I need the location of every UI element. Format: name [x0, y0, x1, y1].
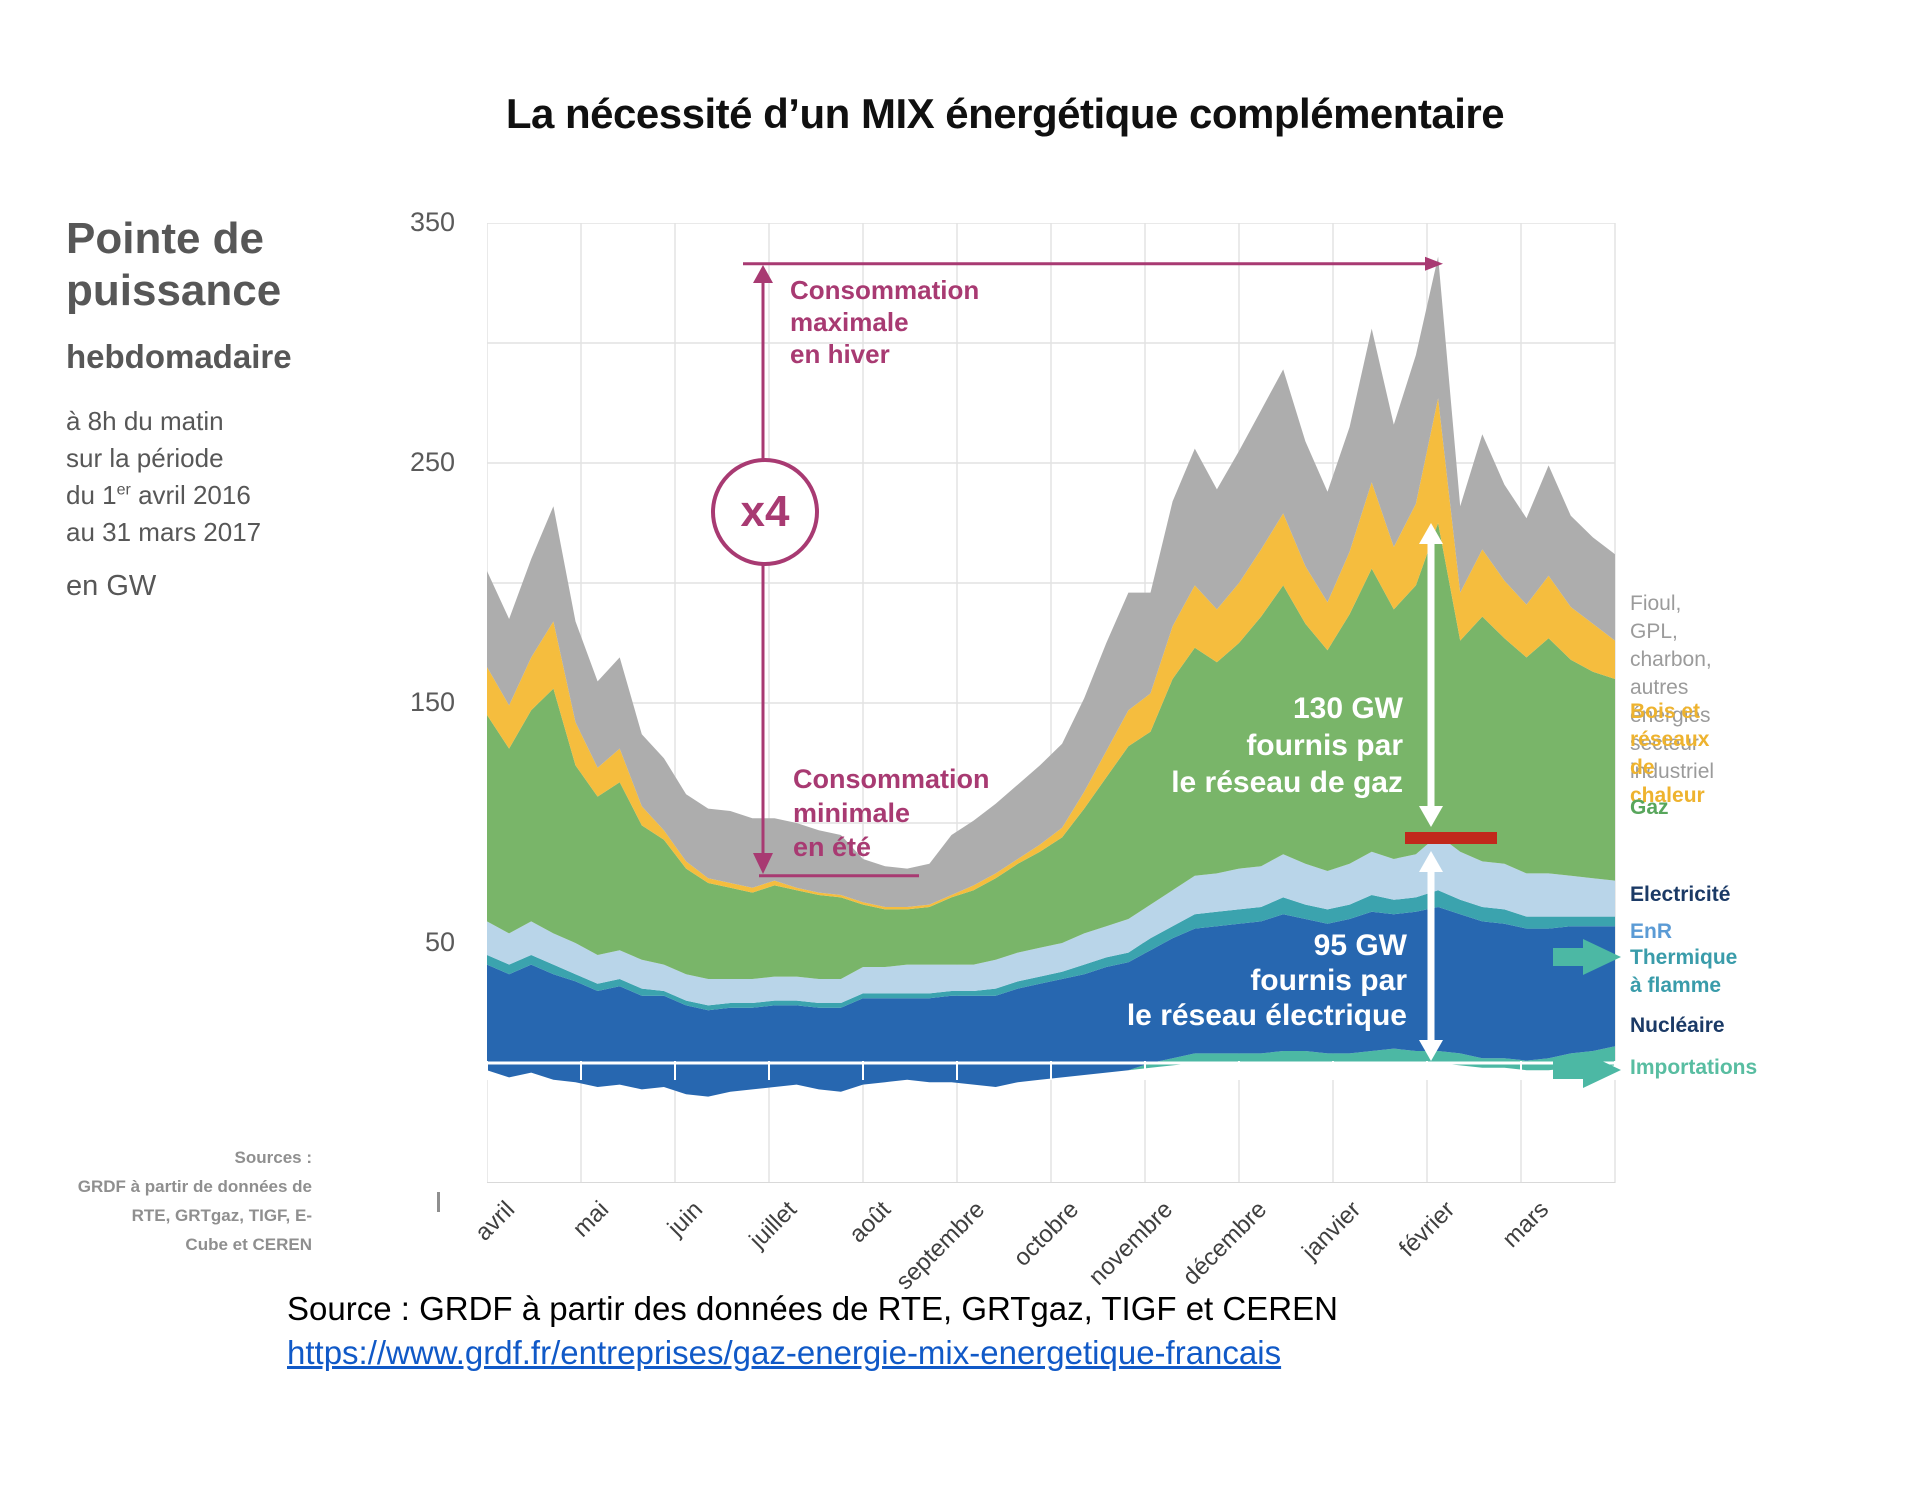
thermique-pointer-icon: [1553, 939, 1621, 975]
stacked-area-chart: [487, 223, 1621, 1183]
x-label-février: février: [1393, 1196, 1461, 1263]
left-panel-title-line3: hebdomadaire: [66, 338, 292, 375]
min-consumption-annotation: Consommation minimale en été: [793, 764, 990, 862]
legend-item-gaz: Gaz: [1630, 796, 1669, 819]
area-Thermique à flamme: [487, 890, 1615, 1011]
page-title: La nécessité d’un MIX énergétique complé…: [505, 90, 1505, 137]
electricity-supply-annotation: 95 GW fournis par le réseau électrique: [1126, 929, 1407, 1032]
area-Nucléaire: [487, 907, 1615, 1097]
left-panel-detail-start-date: du 1er avril 2016: [66, 480, 251, 510]
axis-tick: [437, 1192, 440, 1212]
left-panel-title-line1: Pointe de: [66, 214, 265, 263]
importations-pointer-icon: [1553, 1052, 1621, 1088]
area-Importations: [487, 1046, 1615, 1097]
legend-item-nucleaire: Nucléaire: [1630, 1014, 1725, 1037]
left-panel-detail-period: sur la période: [66, 443, 224, 473]
legend-item-bois: Bois et réseaux de chaleur: [1630, 700, 1710, 807]
area-Fioul, GPL, charbon, autres énergies secteur industriel: [487, 256, 1615, 908]
x-label-mars: mars: [1497, 1196, 1555, 1253]
area-EnR: [487, 835, 1615, 1006]
gas-supply-annotation: 130 GW fournis par le réseau de gaz: [1171, 692, 1403, 799]
left-panel-title-line2: puissance: [66, 266, 282, 315]
sources-note: Sources : GRDF à partir de données de RT…: [77, 1148, 312, 1254]
legend-item-electricite: Electricité: [1630, 883, 1731, 906]
y-tick-150: 150: [409, 687, 455, 717]
left-panel-detail-end-date: au 31 mars 2017: [66, 517, 262, 547]
y-tick-50: 50: [424, 927, 455, 957]
legend-item-importations: Importations: [1630, 1056, 1758, 1079]
multiplier-badge: x4: [711, 458, 819, 566]
unit-label: en GW: [66, 570, 157, 602]
footer-source-text: Source : GRDF à partir des données de RT…: [287, 1290, 1338, 1327]
area-Gaz: [487, 523, 1615, 979]
left-panel-detail-time: à 8h du matin: [66, 406, 224, 436]
y-tick-250: 250: [409, 447, 455, 477]
max-consumption-annotation: Consommation maximale en hiver: [790, 275, 980, 369]
grdf-link[interactable]: https://www.grdf.fr/entreprises/gaz-ener…: [287, 1334, 1282, 1371]
legend-item-fioul: Fioul, GPL, charbon, autres énergies sec…: [1630, 592, 1715, 783]
y-tick-350: 350: [409, 207, 455, 237]
red-dash: [1405, 832, 1497, 844]
footer-link: https://www.grdf.fr/entreprises/gaz-ener…: [287, 1334, 1281, 1372]
legend-item-enr: EnR: [1630, 920, 1672, 943]
legend-item-thermique: Thermique à flamme: [1630, 946, 1738, 997]
ordinal-superscript: er: [116, 481, 131, 499]
